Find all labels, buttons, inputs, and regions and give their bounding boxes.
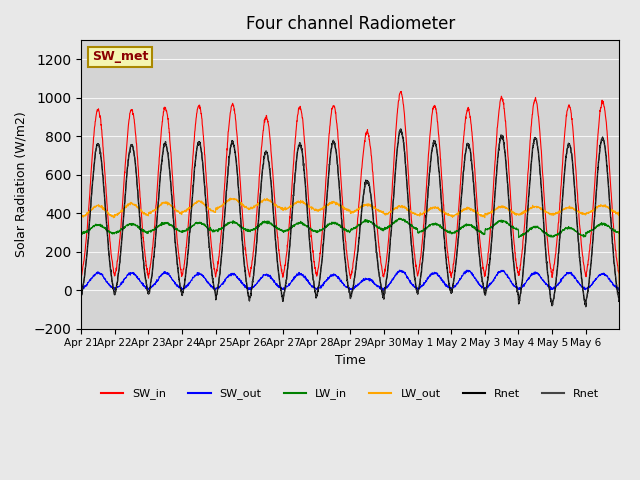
LW_out [248, 206, 255, 212]
SW_in [247, 264, 255, 270]
Rnet [77, 292, 85, 298]
LW_in [383, 225, 390, 231]
Rnet [131, 156, 139, 162]
SW_in [608, 201, 616, 207]
Rnet [383, 277, 390, 283]
SW_out [383, 285, 390, 290]
Text: SW_met: SW_met [92, 50, 148, 63]
SW_out [247, 286, 255, 292]
LW_out [608, 207, 616, 213]
Rnet [543, 259, 550, 264]
Rnet [513, 281, 520, 287]
Rnet [582, 304, 589, 310]
Rnet [616, 286, 623, 291]
Line: SW_out: SW_out [81, 270, 620, 290]
SW_in [543, 228, 550, 234]
LW_out [616, 288, 623, 293]
LW_in [616, 287, 623, 293]
SW_in [397, 89, 405, 95]
SW_out [77, 286, 85, 292]
Rnet [582, 304, 589, 310]
Rnet [247, 289, 255, 295]
SW_out [513, 284, 520, 289]
Rnet [609, 234, 616, 240]
Rnet [131, 156, 139, 162]
Legend: SW_in, SW_out, LW_in, LW_out, Rnet, Rnet: SW_in, SW_out, LW_in, LW_out, Rnet, Rnet [97, 384, 604, 404]
SW_in [383, 258, 390, 264]
SW_in [616, 286, 623, 291]
Rnet [543, 259, 550, 264]
Line: SW_in: SW_in [81, 92, 620, 288]
Rnet [513, 281, 520, 287]
LW_in [131, 222, 139, 228]
SW_out [615, 288, 623, 293]
LW_in [513, 225, 520, 231]
Rnet [247, 289, 255, 295]
LW_in [247, 227, 255, 233]
Line: Rnet: Rnet [81, 129, 620, 307]
LW_out [77, 215, 85, 220]
LW_out [383, 210, 390, 216]
LW_in [608, 226, 616, 231]
SW_out [543, 281, 550, 287]
LW_out [131, 202, 139, 208]
Y-axis label: Solar Radiation (W/m2): Solar Radiation (W/m2) [15, 111, 28, 257]
LW_out [543, 209, 550, 215]
Rnet [397, 126, 404, 132]
LW_in [396, 216, 403, 221]
Rnet [609, 234, 616, 240]
Line: LW_in: LW_in [81, 218, 620, 290]
Line: Rnet: Rnet [81, 129, 620, 307]
LW_out [513, 212, 520, 218]
SW_in [513, 261, 520, 266]
LW_out [227, 195, 234, 201]
Title: Four channel Radiometer: Four channel Radiometer [246, 15, 455, 33]
SW_in [131, 124, 139, 130]
Rnet [77, 292, 85, 298]
Rnet [616, 286, 623, 291]
Rnet [397, 126, 404, 132]
SW_out [616, 287, 623, 292]
SW_in [77, 274, 85, 280]
SW_out [608, 280, 616, 286]
Line: LW_out: LW_out [81, 198, 620, 290]
SW_out [131, 272, 139, 277]
Rnet [383, 277, 390, 283]
SW_out [396, 267, 404, 273]
X-axis label: Time: Time [335, 354, 365, 367]
LW_in [77, 231, 85, 237]
LW_in [543, 230, 550, 236]
